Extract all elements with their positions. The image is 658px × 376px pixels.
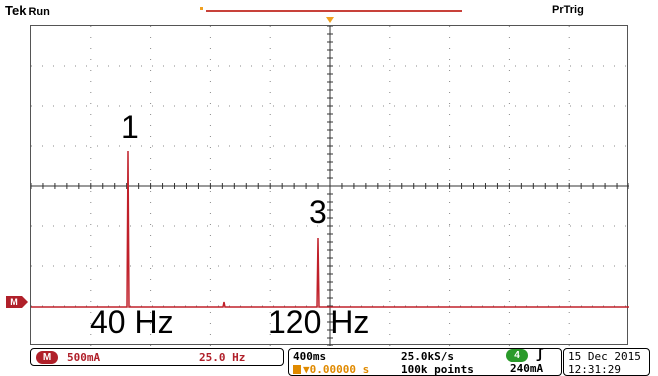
clock-time: 12:31:29: [568, 363, 621, 376]
math-reference-tag: M: [6, 296, 22, 308]
math-readout-box[interactable]: M 500mA 25.0 Hz: [30, 348, 284, 366]
trigger-source-badge[interactable]: 4: [506, 349, 528, 362]
record-view-bar: [200, 7, 462, 12]
display-graticule[interactable]: [30, 25, 629, 346]
rising-edge-icon: ʃ: [536, 347, 544, 362]
reference-arrow-icon: [22, 296, 28, 308]
trigger-position-icon[interactable]: [326, 17, 334, 23]
trigger-position-value: ▼0.00000 s: [303, 363, 370, 376]
timebase-box[interactable]: 400ms ▼0.00000 s 25.0kS/s 100k points: [288, 348, 562, 376]
graticule-svg: [31, 26, 629, 346]
clock-box[interactable]: 15 Dec 2015 12:31:29: [563, 348, 650, 376]
sample-rate: 25.0kS/s: [401, 350, 454, 363]
clock-date: 15 Dec 2015: [568, 350, 641, 363]
peak-3-label: 3: [309, 194, 327, 230]
spectrum-trace: [31, 150, 629, 308]
record-length: 100k points: [401, 363, 474, 376]
math-span: 25.0 Hz: [199, 351, 246, 364]
math-channel-badge: M: [36, 351, 58, 364]
trigger-level: 240mA: [510, 362, 544, 375]
trigger-position-icon-h: [293, 365, 301, 374]
brand-text: Tek: [5, 3, 27, 18]
freq-label-40hz: 40 Hz: [90, 304, 174, 340]
acquisition-state: Run: [28, 6, 50, 18]
bottom-status-bar: M 500mA 25.0 Hz 400ms ▼0.00000 s 25.0kS/…: [0, 347, 658, 376]
trigger-status: PrTrig: [552, 4, 584, 16]
brand-logo: Tek Run: [5, 3, 50, 18]
math-scale: 500mA: [67, 351, 101, 364]
peak-1-label: 1: [121, 109, 139, 145]
trigger-position: ▼0.00000 s: [293, 363, 369, 376]
freq-label-120hz: 120 Hz: [268, 304, 370, 340]
math-reference-marker[interactable]: M: [6, 296, 28, 308]
top-status-bar: Tek Run PrTrig: [0, 0, 658, 23]
time-per-div: 400ms: [293, 350, 327, 363]
